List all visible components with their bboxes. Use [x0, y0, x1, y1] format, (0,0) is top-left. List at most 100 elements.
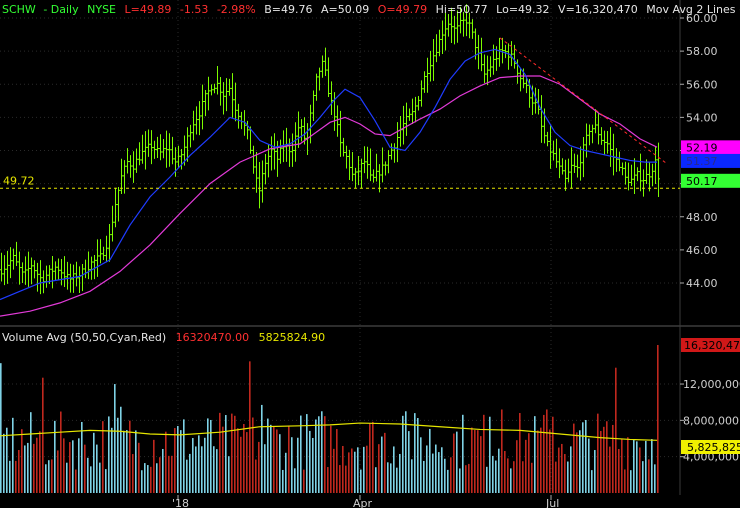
price-bar	[132, 151, 135, 183]
volume-bar	[222, 426, 224, 493]
price-bar	[219, 77, 222, 106]
ma-slow-value: 52.19	[686, 141, 718, 154]
volume-average-line	[0, 422, 658, 441]
price-header: SCHW - Daily NYSE L=49.89 -1.53 -2.98% B…	[2, 3, 740, 16]
volume-bar	[57, 450, 59, 493]
price-bar	[180, 148, 183, 170]
volume-bar	[528, 433, 530, 493]
volume-bar	[309, 430, 311, 493]
price-bar	[654, 146, 657, 185]
price-bar	[402, 105, 405, 145]
volume-bar	[531, 462, 533, 493]
price-bar	[144, 131, 147, 170]
volume-bar	[384, 432, 386, 493]
volume-bar	[501, 409, 503, 493]
volume-bar	[477, 430, 479, 493]
volume-bar	[177, 426, 179, 493]
volume-bar	[342, 445, 344, 493]
volume-bar	[525, 439, 527, 493]
volume-bar	[126, 430, 128, 493]
volume-bar	[198, 435, 200, 493]
volume-bar	[165, 431, 167, 493]
volume-bar	[180, 430, 182, 493]
volume-bar	[33, 443, 35, 493]
volume-bar	[432, 453, 434, 493]
price-bars	[0, 4, 660, 295]
high: Hi=50.77	[436, 3, 488, 16]
volume-bar	[249, 361, 251, 493]
price-bar	[204, 90, 207, 117]
volume-bar	[600, 430, 602, 493]
price-bar	[354, 167, 357, 188]
volume-bar	[246, 432, 248, 493]
volume-bar	[108, 416, 110, 493]
ask: A=50.09	[321, 3, 369, 16]
price-bar	[159, 134, 162, 161]
price-bar	[552, 140, 555, 161]
ma-slow-tag	[681, 140, 740, 155]
volume-bar	[273, 426, 275, 493]
volume-bar	[546, 409, 548, 493]
volume-bar	[420, 437, 422, 493]
price-bar	[588, 124, 591, 146]
volume-bar	[225, 415, 227, 493]
volume-bar	[237, 428, 239, 493]
volume-bar	[135, 430, 137, 493]
price-bar	[447, 14, 450, 37]
price-bar	[369, 148, 372, 182]
ma-slow-line	[0, 75, 658, 317]
volume-bar	[639, 447, 641, 493]
volume-bar	[453, 433, 455, 493]
price-bar	[405, 102, 408, 136]
price-bar	[213, 83, 216, 94]
price-bar	[615, 148, 618, 172]
volume-bar	[651, 439, 653, 493]
volume-bar	[315, 419, 317, 493]
volume-bar	[483, 414, 485, 493]
price-bar	[192, 110, 195, 141]
price-bar	[234, 82, 237, 122]
volume-bar	[594, 450, 596, 493]
volume-bar	[90, 466, 92, 493]
price-bar	[78, 266, 81, 294]
volume-bar	[438, 452, 440, 493]
price-bar	[570, 147, 573, 189]
volume-bar	[3, 433, 5, 493]
volume-bar	[21, 429, 23, 493]
change: -1.53	[180, 3, 208, 16]
interval: -	[43, 3, 50, 16]
price-bar	[540, 95, 543, 143]
price-bar	[624, 161, 627, 185]
volume-bar	[213, 446, 215, 493]
price-bar	[129, 155, 132, 178]
volume-bar	[6, 427, 8, 493]
volume-bar	[105, 469, 107, 493]
volume-bar	[111, 427, 113, 493]
volume-bar	[300, 415, 302, 493]
volume-bar	[159, 457, 161, 493]
volume-bar	[567, 461, 569, 493]
price-bar	[414, 96, 417, 123]
volume-bar	[633, 439, 635, 493]
volume-bar	[573, 423, 575, 493]
price-bar	[423, 71, 426, 93]
volume-bar	[630, 470, 632, 493]
volume-bar	[360, 469, 362, 493]
price-bar	[480, 37, 483, 72]
volume-bar	[612, 424, 614, 493]
volume-bar	[144, 463, 146, 493]
volume-bar	[327, 467, 329, 493]
price-bar	[426, 57, 429, 93]
volume-bar	[15, 460, 17, 493]
volume-bar	[66, 462, 68, 493]
price-bar	[102, 246, 105, 261]
volume-bars	[0, 345, 659, 493]
volume-bar	[261, 404, 263, 493]
volume-bar	[282, 469, 284, 493]
price-bar	[606, 131, 609, 154]
price-bar	[24, 256, 27, 285]
price-bar	[210, 84, 213, 96]
volume-bar	[114, 384, 116, 493]
price-bar	[42, 270, 45, 294]
